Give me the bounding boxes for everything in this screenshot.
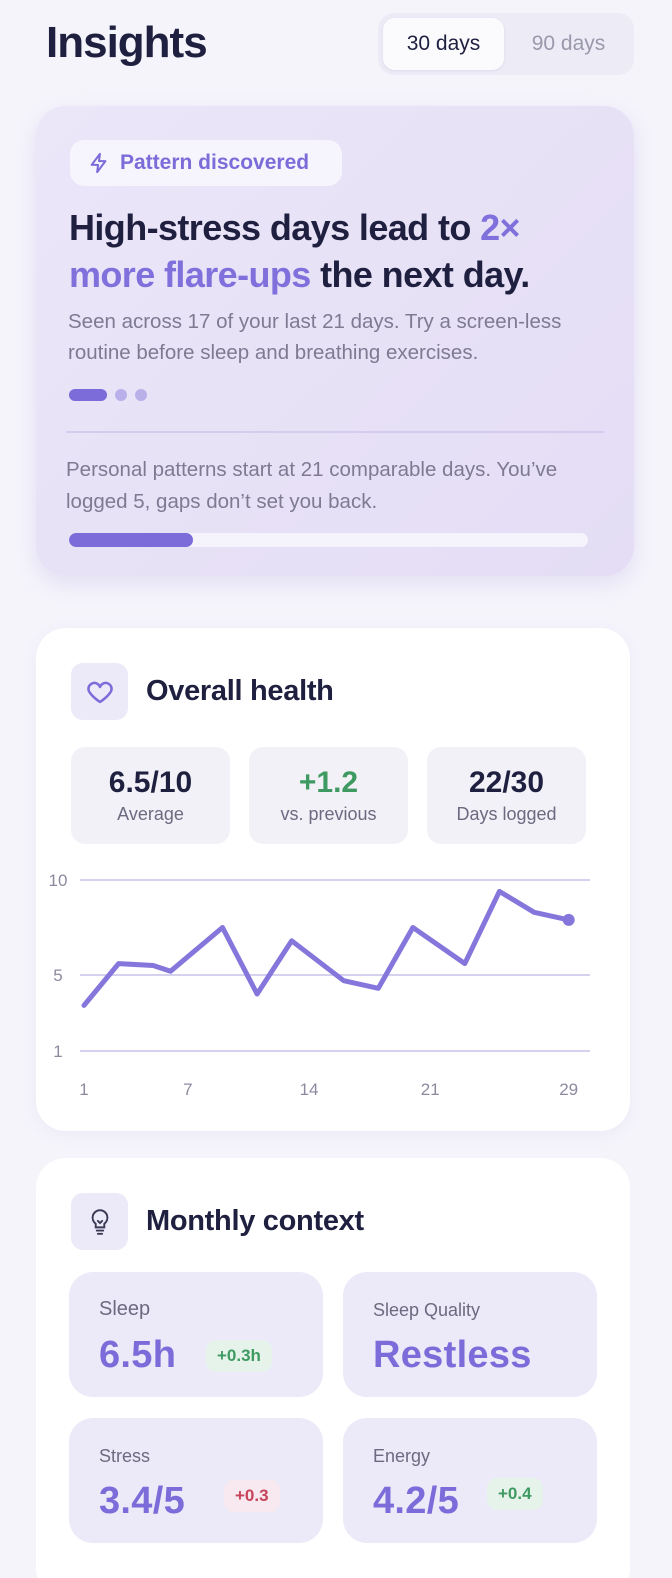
metric-grid: Sleep 6.5h +0.3h Sleep Quality Restless … bbox=[69, 1272, 598, 1543]
heart-icon bbox=[71, 663, 128, 720]
metric-sleep-value: 6.5h bbox=[99, 1334, 177, 1376]
metric-sleep-label: Sleep bbox=[99, 1298, 151, 1320]
overall-health-card: Overall health 6.5/10 Average +1.2 vs. p… bbox=[36, 628, 630, 1131]
metric-stress-value: 3.4/5 bbox=[99, 1480, 186, 1522]
x-tick-label: 29 bbox=[559, 1080, 578, 1099]
pattern-card[interactable]: Pattern discovered High-stress days lead… bbox=[36, 106, 634, 576]
range-30-days-button[interactable]: 30 days bbox=[383, 18, 504, 70]
pattern-headline: High-stress days lead to 2× more flare-u… bbox=[69, 204, 609, 298]
monthly-context-card: Monthly context Sleep 6.5h +0.3h Sleep Q… bbox=[36, 1158, 630, 1578]
headline-highlight: 2× more flare-ups bbox=[69, 207, 521, 295]
metric-energy[interactable]: Energy 4.2/5 +0.4 bbox=[343, 1418, 597, 1543]
metric-energy-value: 4.2/5 bbox=[373, 1480, 460, 1522]
x-tick-label: 14 bbox=[300, 1080, 319, 1099]
overall-health-title: Overall health bbox=[146, 675, 334, 707]
metric-stress[interactable]: Stress 3.4/5 +0.3 bbox=[69, 1418, 323, 1543]
series-line bbox=[81, 888, 572, 1008]
header: Insights 30 days 90 days bbox=[46, 0, 634, 92]
metric-stress-delta: +0.3 bbox=[224, 1480, 280, 1512]
stat-days-logged: 22/30 Days logged bbox=[427, 747, 586, 844]
range-toggle: 30 days 90 days bbox=[378, 13, 634, 75]
x-tick-label: 1 bbox=[79, 1080, 88, 1099]
stat-days-logged-label: Days logged bbox=[456, 804, 557, 824]
carousel-dot-2[interactable] bbox=[115, 389, 127, 401]
lightbulb-icon bbox=[71, 1193, 128, 1250]
health-line-chart: 10 5 11 7 14 21 29 bbox=[49, 871, 590, 1099]
stat-vs-previous: +1.2 vs. previous bbox=[249, 747, 408, 844]
health-stats: 6.5/10 Average +1.2 vs. previous 22/30 D… bbox=[71, 747, 586, 844]
y-tick-label: 10 bbox=[49, 871, 68, 890]
pattern-badge-label: Pattern discovered bbox=[120, 151, 310, 174]
headline-part-2: the next day. bbox=[310, 254, 530, 295]
stat-average: 6.5/10 Average bbox=[71, 747, 230, 844]
metric-sleep[interactable]: Sleep 6.5h +0.3h bbox=[69, 1272, 323, 1397]
metric-stress-label: Stress bbox=[99, 1446, 151, 1466]
metric-energy-delta: +0.4 bbox=[487, 1478, 543, 1510]
stat-vs-previous-label: vs. previous bbox=[280, 804, 377, 824]
progress-note: Personal patterns start at 21 comparable… bbox=[66, 458, 558, 513]
metric-sleep-quality[interactable]: Sleep Quality Restless bbox=[343, 1272, 597, 1397]
divider bbox=[66, 431, 604, 433]
monthly-context-title: Monthly context bbox=[146, 1205, 364, 1237]
stat-vs-previous-value: +1.2 bbox=[298, 766, 359, 799]
logging-progress-bar bbox=[69, 533, 588, 547]
pattern-description: Seen across 17 of your last 21 days. Try… bbox=[68, 310, 562, 364]
y-tick-label: 1 bbox=[53, 1042, 62, 1061]
x-tick-label: 21 bbox=[421, 1080, 440, 1099]
metric-sleep-delta: +0.3h bbox=[206, 1340, 272, 1372]
metric-energy-label: Energy bbox=[373, 1446, 431, 1466]
last-data-point bbox=[562, 913, 575, 926]
pattern-badge: Pattern discovered bbox=[70, 140, 342, 186]
stat-days-logged-value: 22/30 bbox=[468, 766, 545, 799]
headline-part-1: High-stress days lead to bbox=[69, 207, 481, 248]
stat-average-label: Average bbox=[117, 804, 184, 824]
carousel-dot-3[interactable] bbox=[135, 389, 147, 401]
x-tick-label: 7 bbox=[183, 1080, 192, 1099]
metric-sleep-quality-label: Sleep Quality bbox=[373, 1300, 481, 1320]
carousel-dot-1[interactable] bbox=[69, 389, 107, 401]
lightning-icon bbox=[90, 152, 107, 174]
stat-average-value: 6.5/10 bbox=[108, 766, 193, 799]
y-tick-label: 5 bbox=[53, 966, 62, 985]
page-title: Insights bbox=[46, 18, 208, 67]
carousel-dots bbox=[69, 389, 147, 401]
logging-progress-fill bbox=[69, 533, 193, 547]
range-90-days-button[interactable]: 90 days bbox=[531, 32, 606, 55]
metric-sleep-quality-value: Restless bbox=[373, 1334, 532, 1376]
